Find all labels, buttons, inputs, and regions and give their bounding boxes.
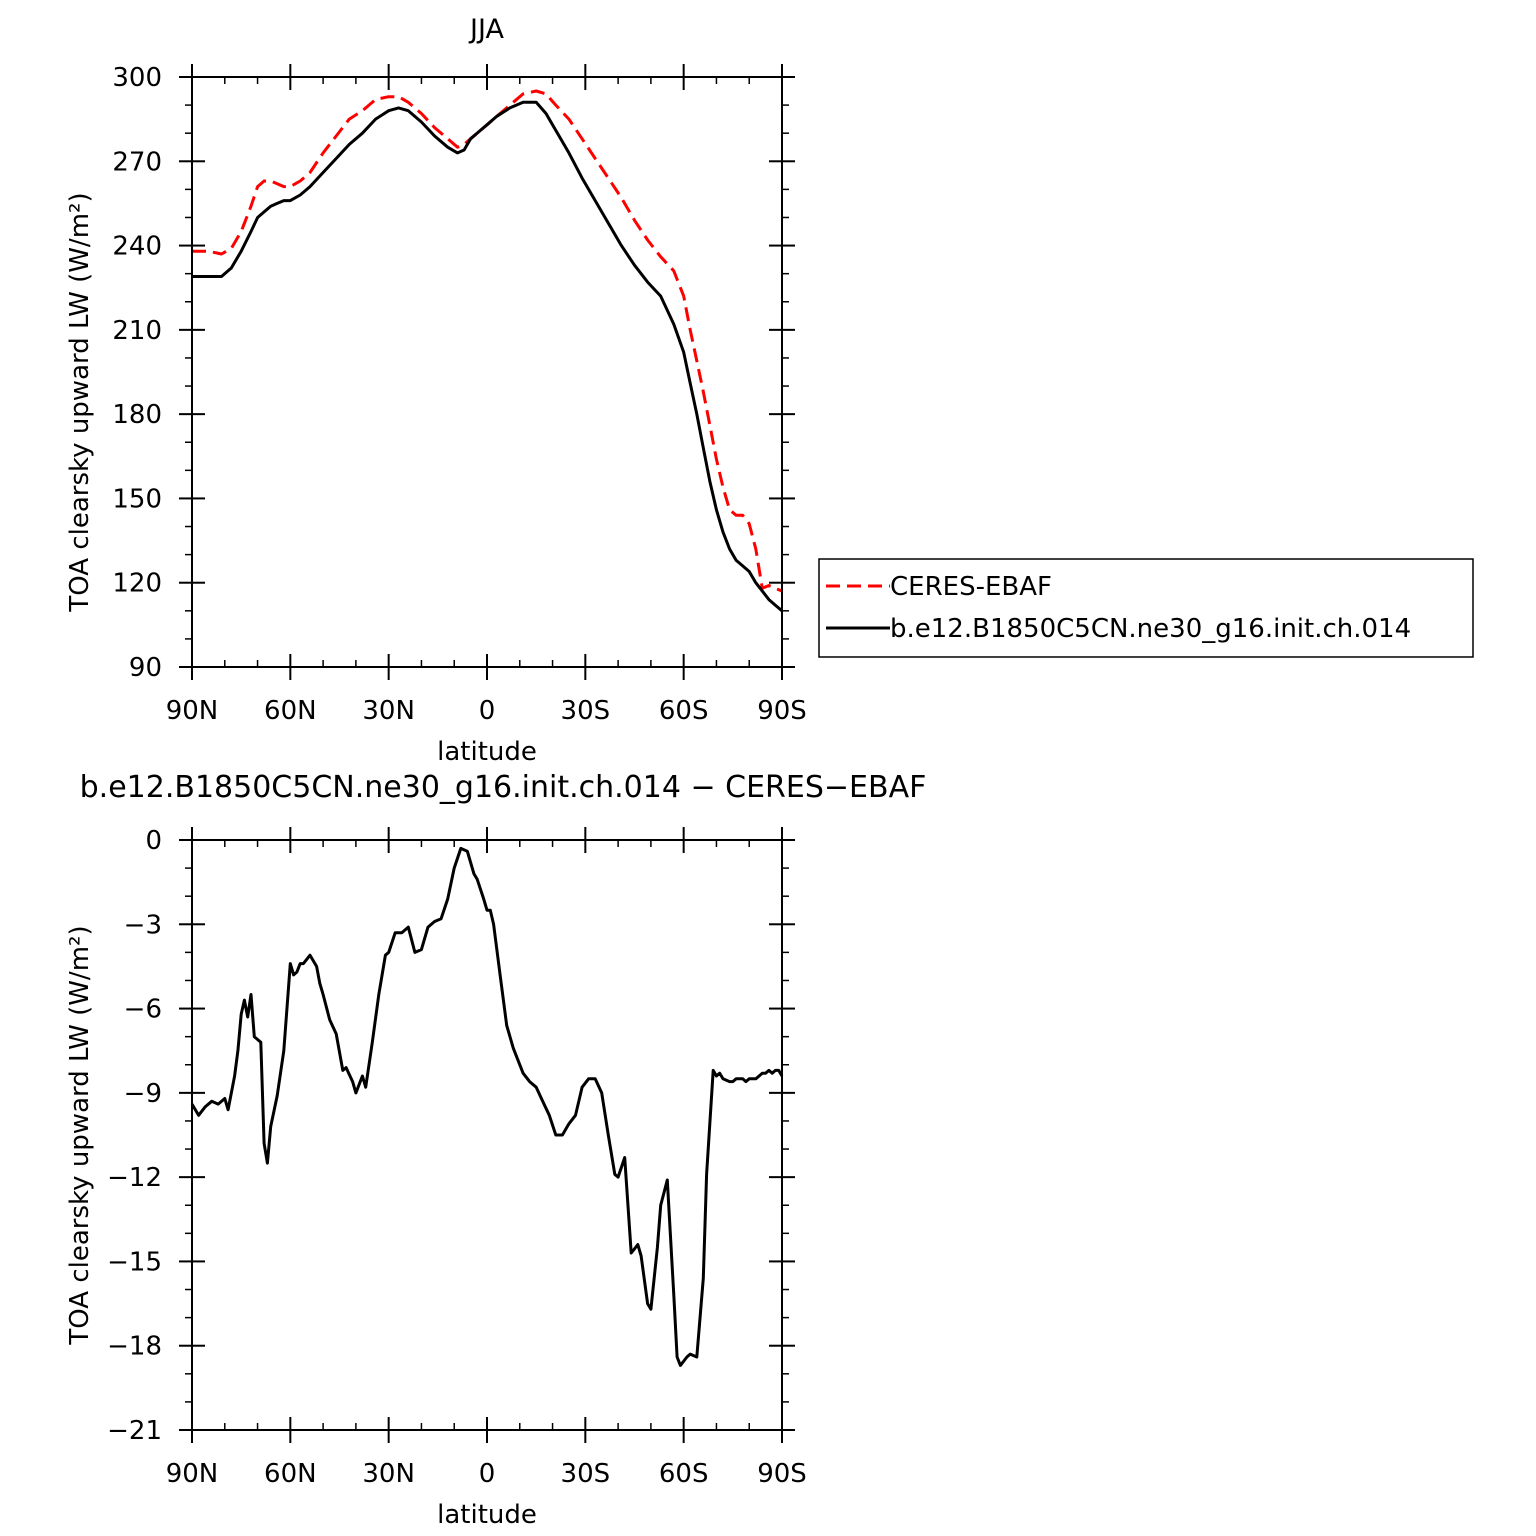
top-panel-y-tick-label: 300 [112,63,162,93]
bottom-panel-y-tick-label: −3 [124,910,162,940]
legend-box [818,558,1474,658]
top-panel-y-tick-label: 150 [112,484,162,514]
bottom-panel-y-axis-label: TOA clearsky upward LW (W/m²) [65,925,95,1345]
bottom-panel-title: b.e12.B1850C5CN.ne30_g16.init.ch.014 − C… [80,770,927,805]
top-panel-y-tick-label: 210 [112,316,162,346]
bottom-panel-x-tick-label: 90S [757,1459,807,1489]
bottom-panel-x-tick-label: 60S [659,1459,709,1489]
bottom-panel-series-line-0 [190,846,784,1367]
top-panel-y-tick-label: 240 [112,232,162,262]
top-panel: JJA 90N 60N 30N 0 30S 60S 90S 90 120 150 180 210 24… [65,14,1474,767]
bottom-panel-y-tick-label: −6 [124,995,162,1025]
top-panel-x-tick-label: 30N [362,696,415,726]
bottom-panel-y-tick-label: −15 [107,1247,162,1277]
bottom-panel-series [190,846,784,1367]
legend: CERES-EBAF b.e12.B1850C5CN.ne30_g16.init… [818,558,1474,658]
top-panel-x-tick-labels: 90N 60N 30N 0 30S 60S 90S [166,696,807,726]
bottom-panel-x-tick-label: 0 [479,1459,496,1489]
top-panel-x-tick-label: 60N [264,696,317,726]
top-panel-y-tick-label: 180 [112,400,162,430]
legend-label-model: b.e12.B1850C5CN.ne30_g16.init.ch.014 [890,614,1411,644]
bottom-panel-x-tick-label: 90N [166,1459,219,1489]
bottom-panel-x-tick-label: 30S [561,1459,611,1489]
bottom-panel-y-tick-label: −12 [107,1163,162,1193]
top-panel-title: JJA [468,14,504,45]
top-panel-x-tick-label: 90S [757,696,807,726]
top-panel-x-tick-label: 90N [166,696,219,726]
bottom-panel-x-axis-label: latitude [437,1500,537,1530]
bottom-panel-y-tick-label: −18 [107,1332,162,1362]
bottom-panel-y-tick-labels: −21 −18 −15 −12 −9 −6 −3 0 [107,826,162,1446]
bottom-panel-y-tick-label: −21 [107,1416,162,1446]
bottom-panel-x-tick-label: 30N [362,1459,415,1489]
top-panel-y-tick-labels: 90 120 150 180 210 240 270 300 [112,63,162,683]
top-panel-y-tick-label: 270 [112,147,162,177]
top-panel-x-axis-label: latitude [437,737,537,767]
top-panel-series-line-1 [192,100,783,612]
legend-label-ceres-ebaf: CERES-EBAF [890,572,1052,602]
top-panel-plot-frame [191,76,783,668]
top-panel-y-tick-label: 120 [112,569,162,599]
top-panel-y-tick-label: 90 [129,653,162,683]
top-panel-ticks [179,64,795,680]
top-panel-series-line-0 [192,89,783,593]
top-panel-series [192,89,783,612]
top-panel-y-axis-label: TOA clearsky upward LW (W/m²) [65,192,95,612]
top-panel-x-tick-label: 0 [479,696,496,726]
top-panel-x-tick-label: 60S [659,696,709,726]
bottom-panel-y-tick-label: 0 [145,826,162,856]
bottom-panel-y-tick-label: −9 [124,1079,162,1109]
top-panel-x-tick-label: 30S [561,696,611,726]
bottom-panel-x-tick-label: 60N [264,1459,317,1489]
bottom-panel-plot-frame [191,839,783,1431]
bottom-panel-x-tick-labels: 90N 60N 30N 0 30S 60S 90S [166,1459,807,1489]
bottom-panel: b.e12.B1850C5CN.ne30_g16.init.ch.014 − C… [65,770,926,1530]
